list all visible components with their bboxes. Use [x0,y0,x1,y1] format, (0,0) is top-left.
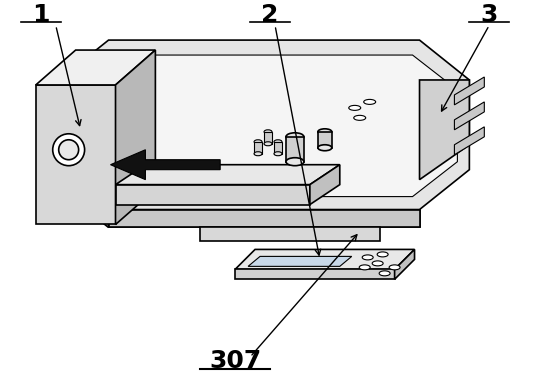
Bar [286,137,304,162]
Polygon shape [419,80,470,180]
Circle shape [53,134,85,166]
Polygon shape [454,77,484,105]
Ellipse shape [354,115,366,121]
Ellipse shape [389,265,400,270]
Polygon shape [395,249,414,279]
Polygon shape [109,210,419,227]
Polygon shape [116,185,310,205]
Ellipse shape [379,271,390,276]
Bar [274,142,282,154]
Polygon shape [36,50,156,85]
Polygon shape [310,165,340,205]
Ellipse shape [372,261,383,266]
Polygon shape [36,85,116,224]
Ellipse shape [254,140,262,144]
Polygon shape [235,269,395,279]
Ellipse shape [286,158,304,166]
Ellipse shape [377,252,388,257]
Ellipse shape [274,140,282,144]
Text: 307: 307 [209,349,261,373]
Ellipse shape [318,145,332,151]
Bar [318,132,332,148]
Polygon shape [110,150,220,180]
Ellipse shape [286,133,304,141]
Polygon shape [58,170,109,227]
Ellipse shape [364,99,376,104]
Polygon shape [248,257,352,266]
Bar [254,142,262,154]
Polygon shape [109,210,419,227]
Ellipse shape [264,130,272,134]
Polygon shape [454,102,484,130]
Polygon shape [58,40,470,210]
Polygon shape [116,165,340,185]
Text: 1: 1 [32,3,50,27]
Ellipse shape [274,152,282,156]
Polygon shape [454,127,484,155]
Ellipse shape [264,142,272,146]
Ellipse shape [254,152,262,156]
Ellipse shape [349,105,361,110]
Ellipse shape [318,129,332,135]
Polygon shape [235,249,414,269]
Ellipse shape [362,255,373,260]
Ellipse shape [359,265,370,270]
Polygon shape [200,227,379,241]
Text: 2: 2 [262,3,278,27]
Polygon shape [116,50,156,224]
Text: 3: 3 [480,3,498,27]
Circle shape [58,140,79,160]
Polygon shape [73,55,458,197]
Bar [264,132,272,144]
